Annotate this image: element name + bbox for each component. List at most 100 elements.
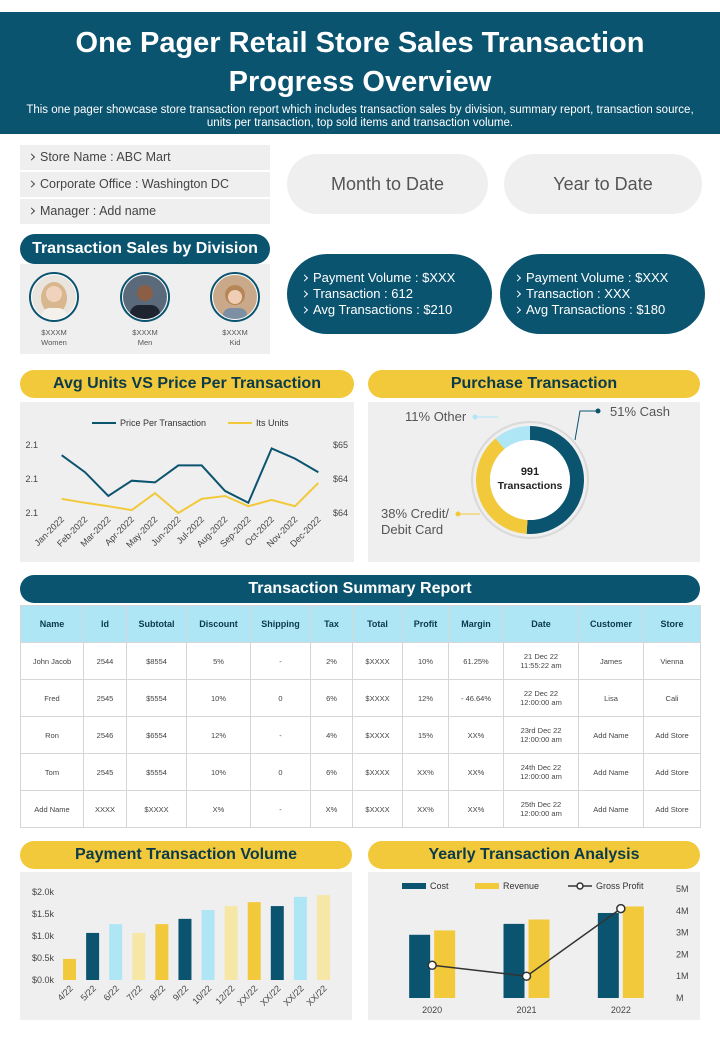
header: One Pager Retail Store Sales Transaction… <box>0 12 720 134</box>
bar <box>178 918 192 980</box>
table-cell: 2% <box>310 642 353 680</box>
stat-line: Transaction : 612 <box>313 286 492 302</box>
series-line <box>61 447 319 505</box>
table-cell: XX% <box>448 716 504 754</box>
stats-pill: Payment Volume : $XXX Transaction : 612 … <box>287 254 492 334</box>
slice-name: Credit/ Debit Card <box>381 506 449 537</box>
table-cell: $XXXX <box>352 642 403 680</box>
y2-tick-label: $64 <box>333 474 348 484</box>
slice-label: 11% Other <box>405 409 466 425</box>
series-line <box>432 908 622 977</box>
legend-label: Price Per Transaction <box>120 418 206 428</box>
chart-box <box>20 402 354 562</box>
y-tick-label: 2.1 <box>25 440 38 450</box>
table-cell: 2546 <box>83 716 127 754</box>
bar <box>86 932 100 980</box>
table-cell: 2545 <box>83 679 127 717</box>
y-tick-label: 4M <box>676 906 689 916</box>
table-cell: - 46.64% <box>448 679 504 717</box>
leader-line <box>574 410 596 441</box>
section-header: Purchase Transaction <box>368 370 700 398</box>
table-cell: Add Name <box>578 790 644 828</box>
y-tick-label: 3M <box>676 928 689 938</box>
table-cell: 24th Dec 22 12:00:00 am <box>503 753 579 791</box>
x-tick-label: 5/22 <box>79 983 98 1002</box>
y-tick-label: 1M <box>676 971 689 981</box>
division-label: Men <box>137 338 153 347</box>
stat-line: Avg Transactions : $210 <box>313 302 492 318</box>
line-marker <box>616 903 626 914</box>
bar <box>622 906 644 998</box>
table-cell: $5554 <box>126 679 187 717</box>
y-tick-label: 2.1 <box>25 508 38 518</box>
table-cell: XX% <box>448 753 504 791</box>
column-header: Shipping <box>250 605 311 643</box>
slice-label: 38% Credit/ Debit Card <box>381 506 449 538</box>
series-line <box>61 482 320 515</box>
table-cell: Fred <box>20 679 84 717</box>
x-tick-label: 2021 <box>516 1005 536 1015</box>
avatar <box>29 272 79 322</box>
info-row: Store Name : ABC Mart <box>20 145 270 170</box>
period-pill[interactable]: Month to Date <box>287 154 488 214</box>
bar <box>434 930 456 998</box>
table-cell: 25th Dec 22 12:00:00 am <box>503 790 579 828</box>
table-cell: X% <box>186 790 251 828</box>
table-cell: 10% <box>186 679 251 717</box>
donut-chart: 991 Transactions <box>455 408 601 539</box>
table-cell: XXXX <box>83 790 127 828</box>
period-pill[interactable]: Year to Date <box>504 154 702 214</box>
y2-tick-label: $65 <box>333 440 348 450</box>
table-cell: XX% <box>402 753 449 791</box>
column-header: Store <box>643 605 701 643</box>
bar <box>155 924 169 980</box>
x-tick-label: 9/22 <box>171 983 190 1002</box>
table-cell: $6554 <box>126 716 187 754</box>
info-text: Corporate Office : Washington DC <box>40 177 229 191</box>
header-row: Name Id Subtotal Discount Shipping Tax Total Pr… <box>20 605 701 643</box>
table-cell: John Jacob <box>20 642 84 680</box>
table-cell: 23rd Dec 22 12:00:00 am <box>503 716 579 754</box>
table-row: Add Name XXXX $XXXX X% - X% $XXXX XX% XX% 25th De… <box>20 790 701 828</box>
column-header: Tax <box>310 605 353 643</box>
table-cell: 12% <box>402 679 449 717</box>
donut-slice <box>526 426 584 534</box>
bar <box>201 910 215 980</box>
table-cell: 2544 <box>83 642 127 680</box>
table-cell: Add Name <box>578 716 644 754</box>
table-cell: XX% <box>448 790 504 828</box>
division-amount: $XXXM <box>132 328 158 337</box>
table-cell: $XXXX <box>352 716 403 754</box>
section-header: Transaction Summary Report <box>20 575 700 603</box>
table-cell: 2545 <box>83 753 127 791</box>
info-row: Manager : Add name <box>20 199 270 224</box>
slice-value: 51% <box>610 404 637 419</box>
column-header: Id <box>83 605 127 643</box>
outer-ring <box>471 421 589 539</box>
y-tick-label: $1.0k <box>32 931 55 941</box>
section-header: Avg Units VS Price Per Transaction <box>20 370 354 398</box>
column-header: Date <box>503 605 579 643</box>
y-tick-label: $2.0k <box>32 887 55 897</box>
slice-label: 51% Cash <box>610 404 670 420</box>
bar <box>109 924 123 980</box>
bar <box>316 895 330 980</box>
table-cell: 22 Dec 22 12:00:00 am <box>503 679 579 717</box>
page-subtitle: This one pager showcase store transactio… <box>26 104 694 129</box>
column-header: Subtotal <box>126 605 187 643</box>
y-tick-label: $0.5k <box>32 953 55 963</box>
y-tick-label: 2.1 <box>25 474 38 484</box>
table-cell: 6% <box>310 753 353 791</box>
table-cell: 12% <box>186 716 251 754</box>
bar <box>409 934 431 998</box>
table-cell: Add Name <box>20 790 84 828</box>
section-header: Payment Transaction Volume <box>20 841 352 869</box>
table-cell: 10% <box>186 753 251 791</box>
y-tick-label: 2M <box>676 949 689 959</box>
line-marker <box>521 971 532 981</box>
stat-line: Transaction : XXX <box>526 286 705 302</box>
division-label: Women <box>41 338 67 347</box>
table-cell: 10% <box>402 642 449 680</box>
slice-value: 11% <box>405 409 431 424</box>
